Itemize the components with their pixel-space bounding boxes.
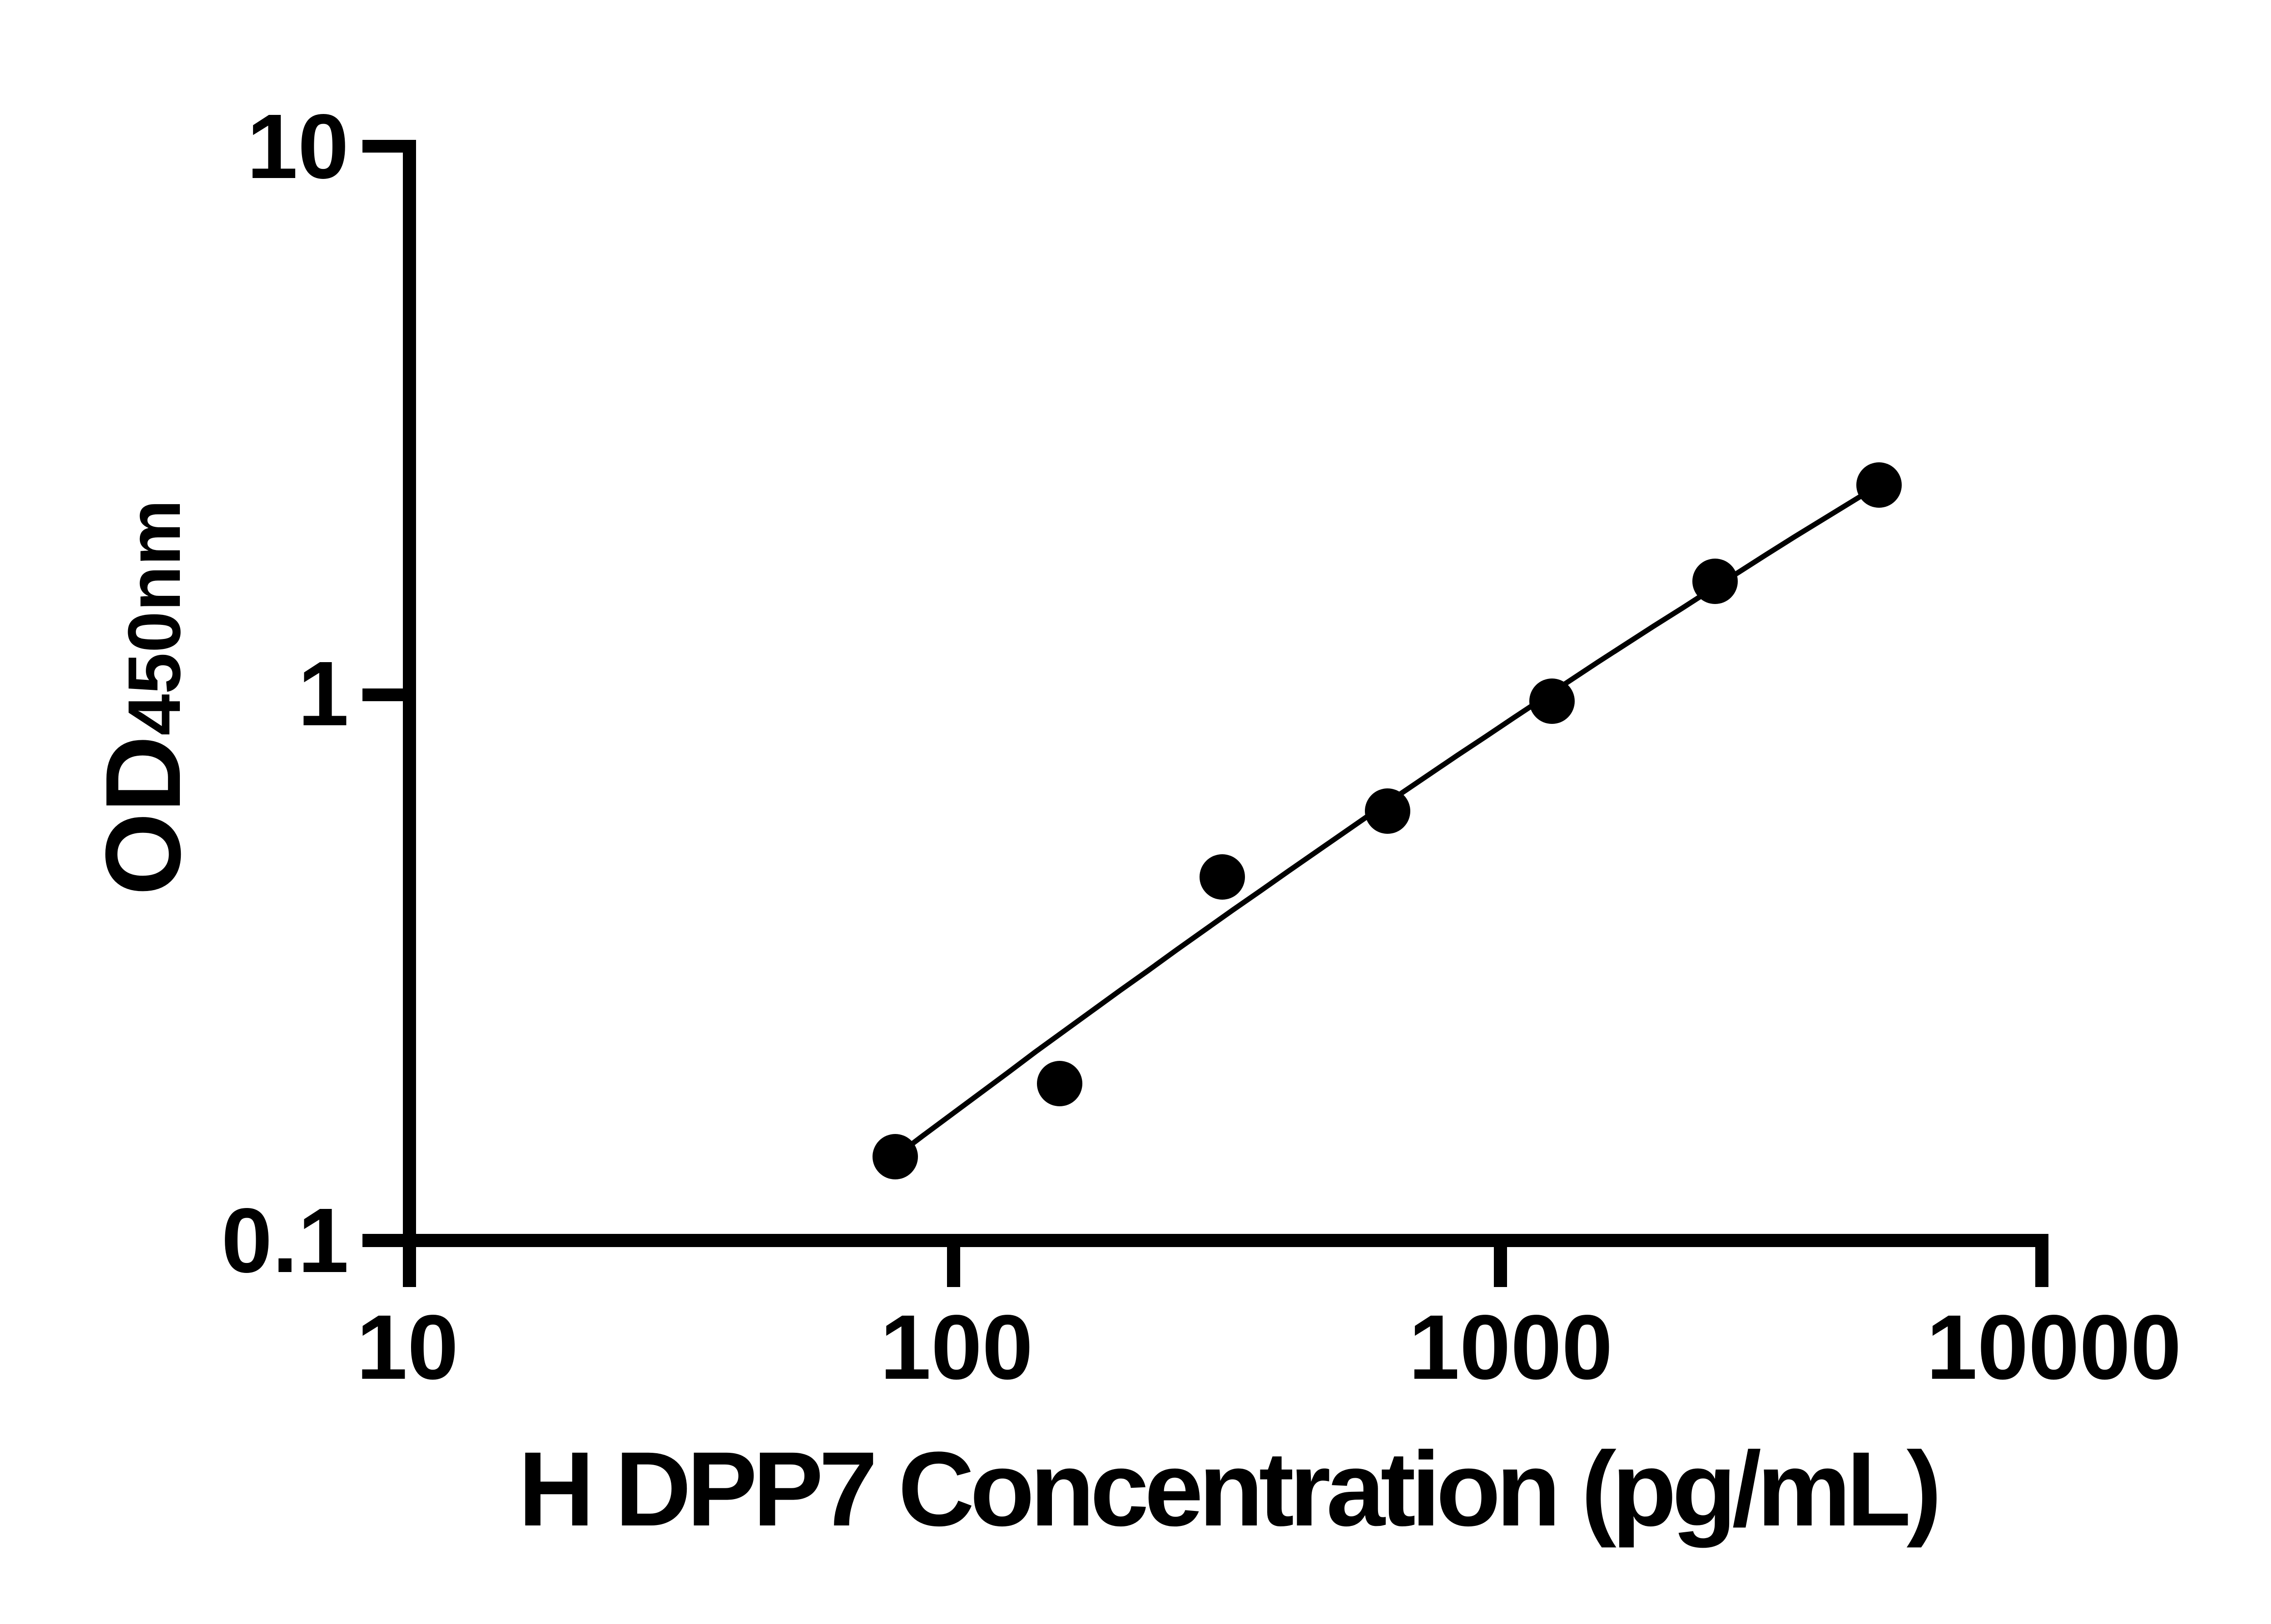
svg-text:0.1: 0.1 xyxy=(221,1189,349,1292)
svg-text:10000: 10000 xyxy=(1926,1296,2182,1398)
svg-text:10: 10 xyxy=(247,95,349,198)
svg-text:1: 1 xyxy=(298,642,349,745)
svg-text:100: 100 xyxy=(880,1296,1033,1398)
svg-text:10: 10 xyxy=(357,1296,459,1398)
svg-text:H DPP7 Concentration (pg/mL): H DPP7 Concentration (pg/mL) xyxy=(518,1430,1937,1548)
svg-text:1000: 1000 xyxy=(1408,1296,1612,1398)
